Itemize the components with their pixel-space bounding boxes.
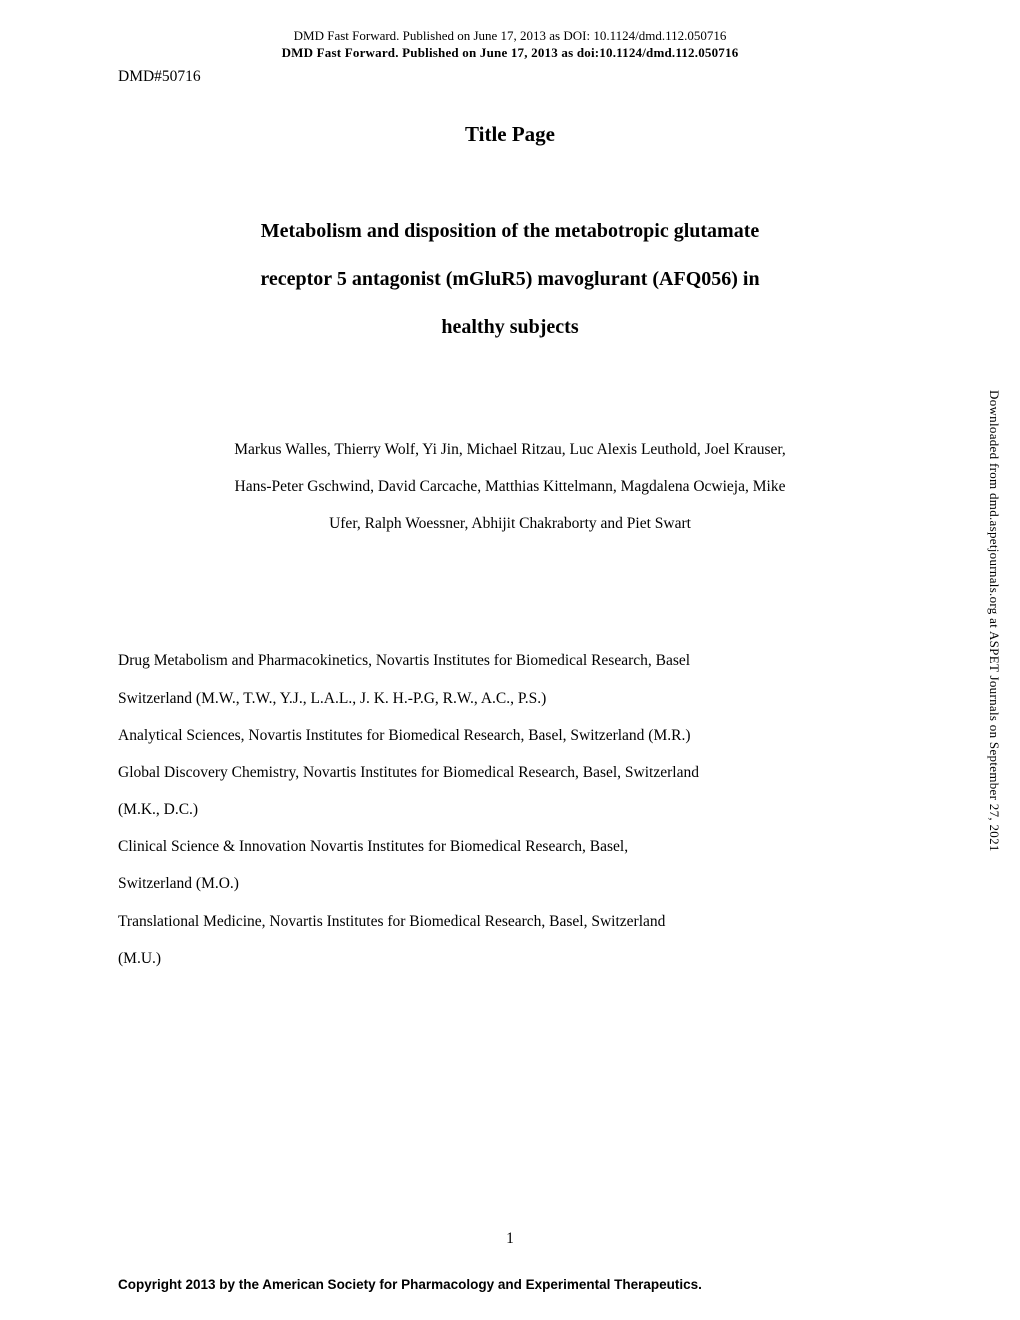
title-line-2: receptor 5 antagonist (mGluR5) mavoglura… xyxy=(150,255,870,303)
doi-line-2: DMD Fast Forward. Published on June 17, … xyxy=(0,45,1020,62)
title-line-3: healthy subjects xyxy=(150,303,870,351)
authors-block: Markus Walles, Thierry Wolf, Yi Jin, Mic… xyxy=(0,431,1020,543)
authors-line-3: Ufer, Ralph Woessner, Abhijit Chakrabort… xyxy=(120,505,900,542)
affil-line-9: (M.U.) xyxy=(118,940,902,977)
title-line-1: Metabolism and disposition of the metabo… xyxy=(150,207,870,255)
dmd-id: DMD#50716 xyxy=(0,62,1020,86)
authors-line-2: Hans-Peter Gschwind, David Carcache, Mat… xyxy=(120,468,900,505)
affil-line-1: Drug Metabolism and Pharmacokinetics, No… xyxy=(118,642,902,679)
affil-line-7: Switzerland (M.O.) xyxy=(118,865,902,902)
header-region: DMD Fast Forward. Published on June 17, … xyxy=(0,0,1020,62)
affil-line-8: Translational Medicine, Novartis Institu… xyxy=(118,903,902,940)
affil-line-2: Switzerland (M.W., T.W., Y.J., L.A.L., J… xyxy=(118,680,902,717)
download-sidebar: Downloaded from dmd.aspetjournals.org at… xyxy=(986,390,1002,852)
affil-line-5: (M.K., D.C.) xyxy=(118,791,902,828)
affil-line-4: Global Discovery Chemistry, Novartis Ins… xyxy=(118,754,902,791)
affil-line-6: Clinical Science & Innovation Novartis I… xyxy=(118,828,902,865)
authors-line-1: Markus Walles, Thierry Wolf, Yi Jin, Mic… xyxy=(120,431,900,468)
affil-line-3: Analytical Sciences, Novartis Institutes… xyxy=(118,717,902,754)
copyright-notice: Copyright 2013 by the American Society f… xyxy=(118,1277,702,1292)
affiliations-block: Drug Metabolism and Pharmacokinetics, No… xyxy=(0,642,1020,977)
page-number: 1 xyxy=(0,1230,1020,1248)
main-title: Metabolism and disposition of the metabo… xyxy=(0,207,1020,351)
doi-line-1: DMD Fast Forward. Published on June 17, … xyxy=(0,28,1020,45)
title-page-label: Title Page xyxy=(0,122,1020,147)
